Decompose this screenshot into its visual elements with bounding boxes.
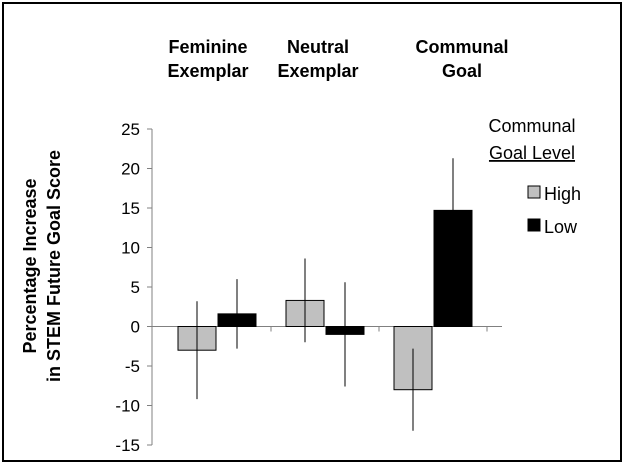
y-tick-label: -5 [125,357,140,376]
legend-swatch-high [527,185,541,199]
axes: 25 20 15 10 5 0 -5 -10 -15 [115,120,502,455]
legend-label-high: High [544,184,581,204]
legend-swatch-low [527,218,541,232]
y-tick-label: 5 [131,278,140,297]
category-label: Feminine [168,37,247,57]
chart-frame: Feminine Exemplar Neutral Exemplar Communal G… [2,2,622,462]
y-tick-label: -10 [115,397,140,416]
category-label: Goal [442,61,482,81]
category-labels: Feminine Exemplar Neutral Exemplar Communal G… [167,37,508,81]
category-label: Exemplar [277,61,358,81]
y-axis-title-line: in STEM Future Goal Score [44,150,64,382]
y-tick-label: 25 [121,120,140,139]
legend-label-low: Low [544,217,578,237]
legend: Communal Goal Level High Low [488,116,581,237]
error-bars [196,158,454,431]
category-label: Communal [415,37,508,57]
y-tick-label: 15 [121,199,140,218]
legend-title-line2: Goal Level [489,143,575,163]
y-tick-label: 10 [121,239,140,258]
bars [177,209,473,391]
category-label: Exemplar [167,61,248,81]
y-tick-label: 20 [121,160,140,179]
chart: Feminine Exemplar Neutral Exemplar Communal G… [20,37,581,455]
legend-title-line1: Communal [488,116,575,136]
y-tick-label: 0 [131,318,140,337]
y-axis-title: Percentage Increase in STEM Future Goal S… [20,150,64,382]
category-label: Neutral [287,37,349,57]
y-axis-title-line: Percentage Increase [20,178,40,353]
y-tick-label: -15 [115,436,140,455]
